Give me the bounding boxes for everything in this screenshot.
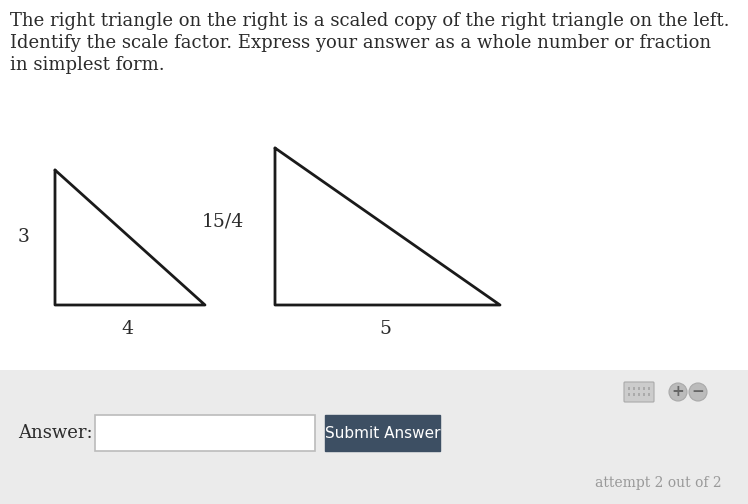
Text: 5: 5 bbox=[379, 320, 391, 338]
Bar bbox=[643, 393, 646, 396]
Bar bbox=[0, 370, 748, 504]
Text: +: + bbox=[672, 385, 684, 400]
Text: 15/4: 15/4 bbox=[202, 213, 244, 231]
Bar bbox=[633, 393, 636, 396]
Circle shape bbox=[689, 383, 707, 401]
Bar bbox=[643, 387, 646, 390]
Text: The right triangle on the right is a scaled copy of the right triangle on the le: The right triangle on the right is a sca… bbox=[10, 12, 729, 30]
FancyBboxPatch shape bbox=[624, 382, 654, 402]
Text: attempt 2 out of 2: attempt 2 out of 2 bbox=[595, 476, 722, 490]
Text: Identify the scale factor. Express your answer as a whole number or fraction: Identify the scale factor. Express your … bbox=[10, 34, 711, 52]
FancyBboxPatch shape bbox=[325, 415, 440, 451]
Bar bbox=[638, 393, 640, 396]
Bar bbox=[638, 387, 640, 390]
Text: in simplest form.: in simplest form. bbox=[10, 56, 165, 74]
Bar bbox=[628, 393, 631, 396]
FancyBboxPatch shape bbox=[95, 415, 315, 451]
Circle shape bbox=[669, 383, 687, 401]
Text: 3: 3 bbox=[18, 228, 30, 246]
Bar bbox=[648, 387, 651, 390]
Text: Answer:: Answer: bbox=[18, 424, 93, 442]
Bar bbox=[648, 393, 651, 396]
Bar bbox=[633, 387, 636, 390]
Bar bbox=[628, 387, 631, 390]
Text: −: − bbox=[692, 385, 705, 400]
Text: 4: 4 bbox=[121, 320, 133, 338]
Text: Submit Answer: Submit Answer bbox=[325, 425, 441, 440]
